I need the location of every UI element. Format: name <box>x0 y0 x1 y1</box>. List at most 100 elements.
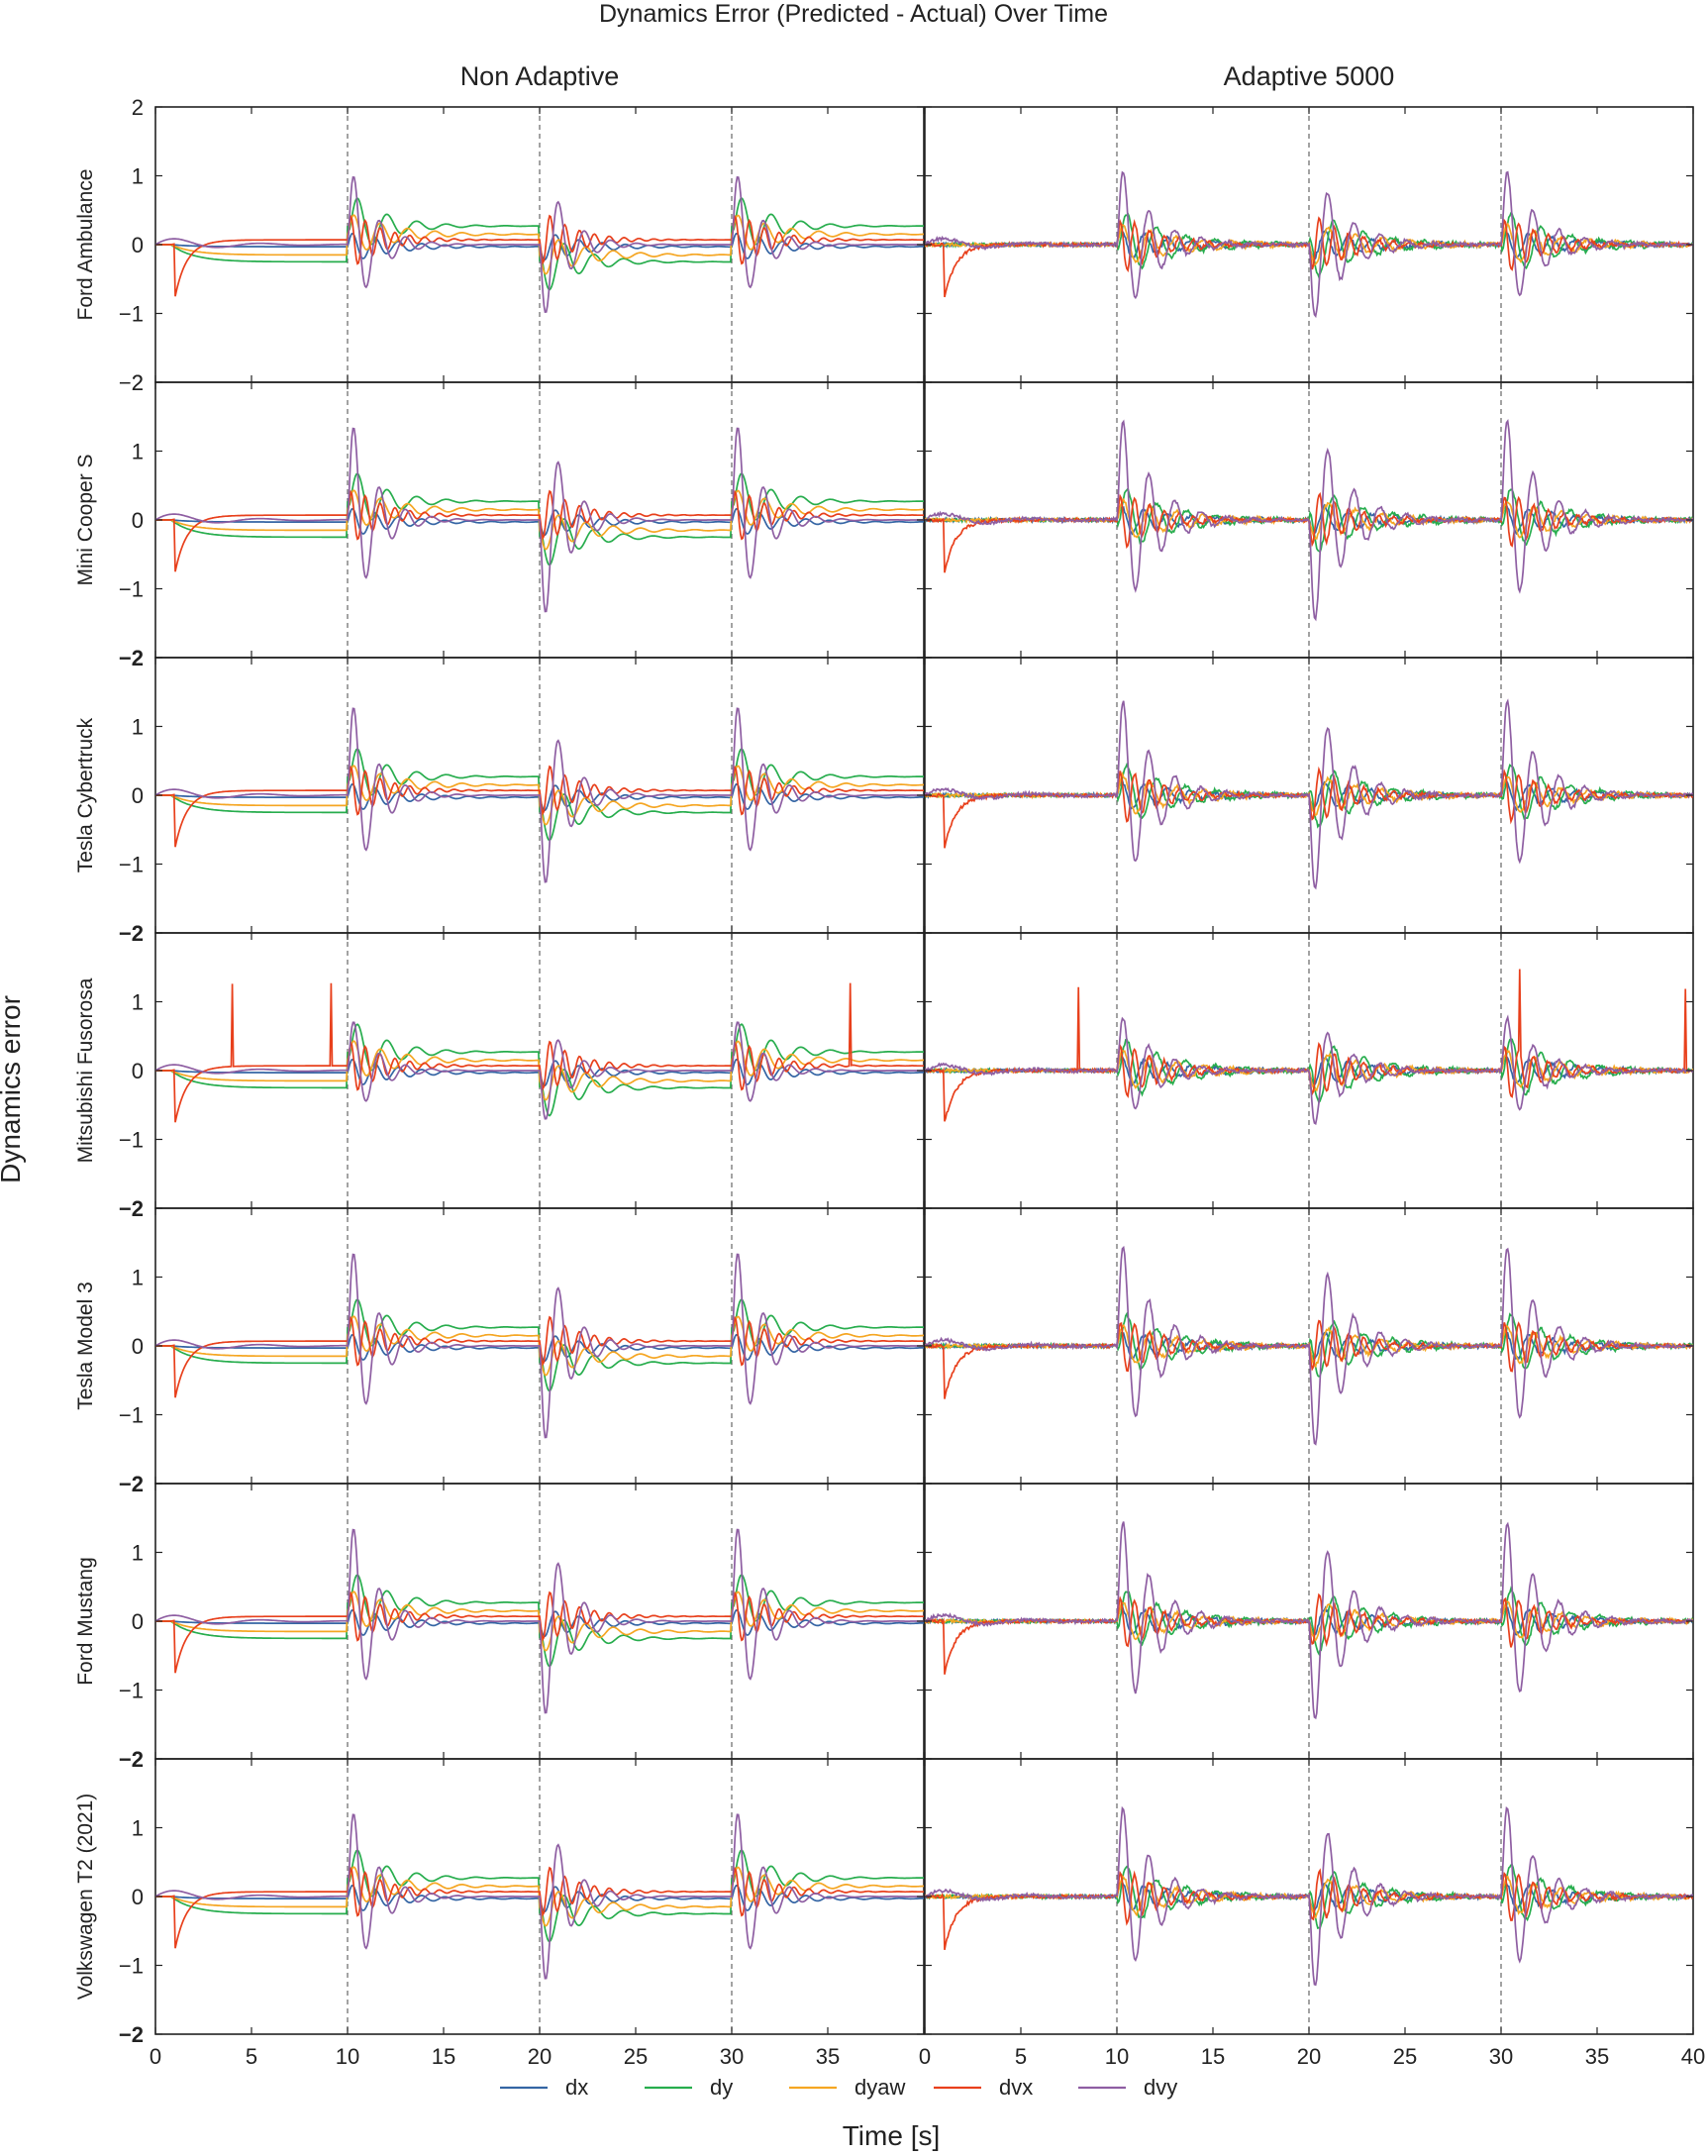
row-label-ford-mustang: Ford Mustang <box>74 1557 97 1686</box>
x-tick-label: 35 <box>1585 2044 1609 2069</box>
panel-volkswagen-t2-2021-adaptive-5000: 0 5 10 15 20 25 30 35 40 <box>919 1758 1705 2069</box>
x-tick-label: 25 <box>1393 2044 1417 2069</box>
x-tick-label: 0 <box>150 2044 161 2069</box>
series-line-dvy <box>155 707 924 883</box>
series-line-dvx <box>155 1866 924 1949</box>
series-line-dvy <box>155 1813 924 1980</box>
y-tick-label: 0 <box>132 233 144 257</box>
panel-mitsubishi-fusorosa-non-adaptive: −2 −1 0 1 2 <box>119 921 925 1221</box>
legend: dx dy dyaw dvx dvy <box>500 2075 1177 2100</box>
y-tick-label: −1 <box>119 1679 144 1703</box>
series-line-dy <box>155 1023 924 1117</box>
series-line-dyaw <box>155 214 924 275</box>
y-tick-label: 0 <box>132 508 144 533</box>
series-line-dvx <box>155 489 924 572</box>
x-axis-label: Time [s] <box>843 2120 941 2151</box>
y-tick-label: 1 <box>132 1541 144 1566</box>
y-tick-label: 0 <box>132 1609 144 1634</box>
series-line-dvx <box>925 969 1693 1122</box>
x-tick-label: 0 <box>919 2044 931 2069</box>
series-line-dvx <box>155 1315 924 1398</box>
row-label-mini-cooper-s: Mini Cooper S <box>74 454 97 585</box>
legend-label-dvx: dvx <box>999 2075 1033 2100</box>
series-line-dvy <box>925 419 1693 622</box>
series-line-dvy <box>155 1021 924 1120</box>
series-line-dy <box>155 1574 924 1668</box>
legend-label-dvy: dvy <box>1144 2075 1177 2100</box>
y-tick-label: 0 <box>132 783 144 808</box>
row-label-tesla-model-3: Tesla Model 3 <box>74 1282 97 1410</box>
series-line-dvy <box>925 1521 1693 1720</box>
series-line-dy <box>155 197 924 291</box>
series-line-dy <box>155 472 924 566</box>
x-tick-label: 30 <box>1489 2044 1513 2069</box>
row-label-mitsubishi-fusorosa: Mitsubishi Fusorosa <box>74 977 97 1163</box>
x-tick-label: 35 <box>816 2044 840 2069</box>
x-tick-label: 30 <box>720 2044 744 2069</box>
series-line-dvy <box>155 1253 924 1439</box>
panel-tesla-cybertruck-adaptive-5000 <box>924 657 1694 934</box>
x-tick-label: 25 <box>624 2044 648 2069</box>
x-tick-label: 5 <box>246 2044 257 2069</box>
panel-tesla-model-3-adaptive-5000 <box>924 1207 1694 1485</box>
y-tick-label: −2 <box>119 1472 144 1496</box>
x-tick-label: 20 <box>1297 2044 1321 2069</box>
series-line-dvy <box>925 1245 1693 1446</box>
row-label-ford-ambulance: Ford Ambulance <box>74 169 97 321</box>
series-line-dyaw <box>155 1040 924 1101</box>
y-tick-label: 0 <box>132 1885 144 1909</box>
y-tick-label: −1 <box>119 302 144 327</box>
y-tick-label: 0 <box>132 1059 144 1083</box>
panel-mitsubishi-fusorosa-adaptive-5000 <box>924 932 1694 1209</box>
row-label-volkswagen-t2-2021: Volkswagen T2 (2021) <box>74 1794 97 2001</box>
panel-ford-mustang-non-adaptive: −2 −1 0 1 2 <box>119 1472 925 1772</box>
series-line-dvy <box>155 175 924 314</box>
column-title-adaptive-5000: Adaptive 5000 <box>1224 61 1395 91</box>
y-tick-label: −2 <box>119 921 144 946</box>
series-line-dvx <box>155 1591 924 1674</box>
column-title-non-adaptive: Non Adaptive <box>460 61 620 91</box>
series-line-dvy <box>925 1014 1693 1126</box>
y-tick-label: 1 <box>132 1266 144 1290</box>
y-tick-label: 1 <box>132 440 144 464</box>
series-line-dvy <box>925 170 1693 319</box>
series-line-dy <box>155 1849 924 1943</box>
y-tick-label: 1 <box>132 715 144 740</box>
y-tick-label: 2 <box>132 646 144 670</box>
x-tick-label: 10 <box>336 2044 359 2069</box>
y-tick-label: −2 <box>119 370 144 395</box>
x-tick-label: 40 <box>1681 2044 1705 2069</box>
series-line-dvy <box>925 1805 1693 1987</box>
series-line-dy <box>155 1298 924 1392</box>
y-tick-label: 2 <box>132 1196 144 1221</box>
panel-ford-ambulance-adaptive-5000 <box>924 106 1694 383</box>
series-line-dy <box>155 748 924 842</box>
y-tick-label: −2 <box>119 2022 144 2047</box>
y-tick-label: 2 <box>132 1747 144 1772</box>
y-tick-label: −2 <box>119 1747 144 1772</box>
x-tick-label: 5 <box>1015 2044 1027 2069</box>
row-label-tesla-cybertruck: Tesla Cybertruck <box>74 717 97 873</box>
y-tick-label: 2 <box>132 921 144 946</box>
y-tick-label: −1 <box>119 1403 144 1428</box>
y-tick-label: 1 <box>132 990 144 1015</box>
y-tick-label: 2 <box>132 370 144 395</box>
y-tick-label: −1 <box>119 853 144 877</box>
legend-label-dyaw: dyaw <box>854 2075 905 2100</box>
figure-title: Dynamics Error (Predicted - Actual) Over… <box>599 0 1108 28</box>
panel-ford-ambulance-non-adaptive: −2 −1 0 1 2 <box>119 95 925 395</box>
x-tick-label: 20 <box>528 2044 552 2069</box>
panel-ford-mustang-adaptive-5000 <box>924 1483 1694 1760</box>
panel-tesla-cybertruck-non-adaptive: −2 −1 0 1 2 <box>119 646 925 946</box>
y-tick-label: 2 <box>132 1472 144 1496</box>
y-axis-label: Dynamics error <box>0 995 26 1183</box>
x-tick-label: 15 <box>432 2044 455 2069</box>
y-tick-label: 0 <box>132 1334 144 1359</box>
series-line-dvx <box>155 765 924 848</box>
y-tick-label: −1 <box>119 1954 144 1979</box>
y-tick-label: 2 <box>132 95 144 120</box>
series-line-dvx <box>155 982 924 1123</box>
panel-tesla-model-3-non-adaptive: −2 −1 0 1 2 <box>119 1196 925 1496</box>
